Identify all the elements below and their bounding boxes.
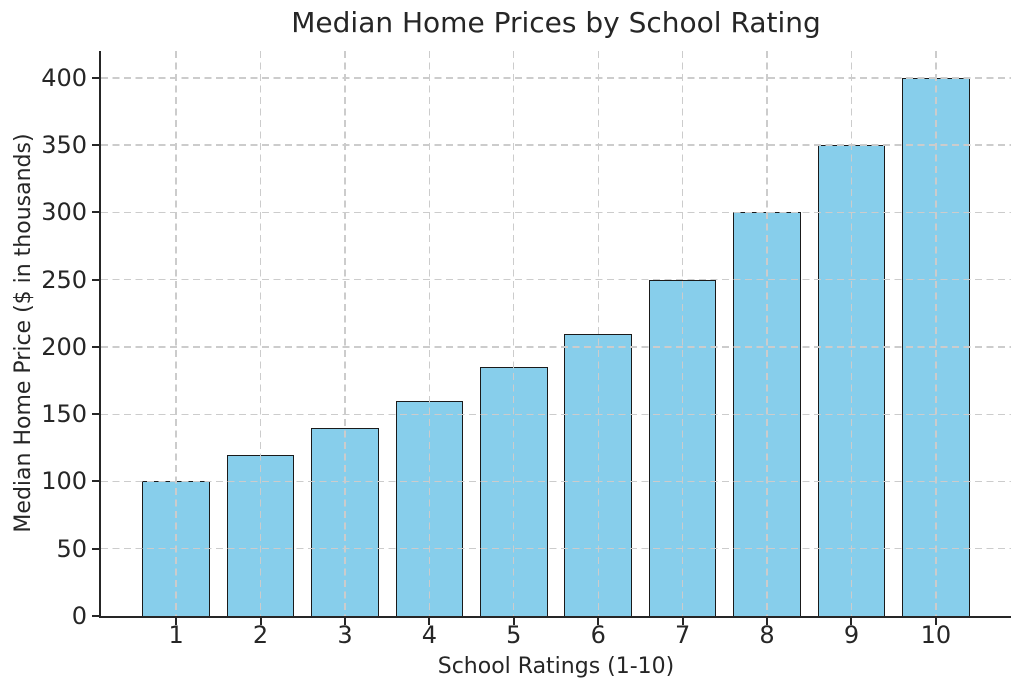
x-tick-label: 4: [421, 621, 438, 649]
y-tick-mark: [92, 413, 101, 416]
y-tick-label: 50: [56, 534, 87, 563]
y-tick-mark: [92, 76, 101, 79]
y-tick-label: 200: [41, 332, 87, 361]
horizontal-gridline: [101, 211, 1011, 214]
x-tick-mark: [597, 616, 600, 625]
y-tick-label: 250: [41, 265, 87, 294]
y-tick-mark: [92, 144, 101, 147]
y-tick-mark: [92, 547, 101, 550]
x-tick-mark: [175, 616, 178, 625]
horizontal-gridline: [101, 278, 1011, 281]
y-tick-mark: [92, 278, 101, 281]
x-tick-label: 10: [920, 621, 952, 649]
x-tick-label: 5: [506, 621, 522, 649]
x-tick-label: 7: [674, 621, 691, 649]
vertical-gridline: [175, 51, 177, 616]
x-tick-label: 8: [759, 621, 775, 649]
x-tick-label: 2: [252, 621, 269, 649]
y-tick-label: 100: [41, 467, 87, 496]
vertical-gridline: [935, 51, 937, 616]
x-tick-mark: [259, 616, 262, 625]
y-tick-label: 300: [41, 198, 87, 227]
vertical-gridline: [513, 51, 515, 616]
x-tick-mark: [850, 616, 853, 625]
x-axis-spine: [99, 616, 1011, 618]
vertical-gridline: [344, 51, 346, 616]
horizontal-gridline: [101, 77, 1011, 79]
x-tick-label: 6: [590, 621, 606, 649]
horizontal-gridline: [101, 548, 1011, 550]
x-tick-mark: [681, 616, 684, 625]
chart-title: Median Home Prices by School Rating: [291, 6, 821, 39]
vertical-gridline: [597, 51, 599, 616]
x-tick-mark: [766, 616, 769, 625]
y-tick-mark: [92, 480, 101, 483]
x-tick-label: 3: [337, 621, 353, 649]
vertical-gridline: [850, 51, 853, 616]
vertical-gridline: [428, 51, 431, 616]
horizontal-gridline: [101, 144, 1011, 146]
y-tick-mark: [92, 211, 101, 214]
y-tick-label: 400: [41, 63, 87, 92]
x-tick-mark: [512, 616, 515, 625]
horizontal-gridline: [101, 346, 1011, 348]
y-tick-mark: [92, 615, 101, 617]
x-axis-label: School Ratings (1-10): [437, 654, 675, 679]
horizontal-gridline: [101, 413, 1011, 415]
horizontal-gridline: [101, 480, 1011, 483]
y-tick-mark: [92, 345, 101, 348]
plot-area: [99, 51, 1011, 618]
y-axis-spine: [99, 51, 101, 618]
x-tick-label: 9: [843, 621, 860, 649]
x-tick-label: 1: [168, 621, 184, 649]
x-tick-mark: [428, 616, 431, 625]
grid-layer: [101, 51, 1011, 616]
y-tick-label: 0: [71, 602, 87, 630]
vertical-gridline: [681, 51, 684, 616]
x-tick-mark: [343, 616, 346, 625]
vertical-gridline: [259, 51, 262, 616]
y-tick-label: 350: [41, 131, 87, 160]
x-tick-mark: [934, 616, 937, 625]
y-tick-label: 150: [41, 400, 87, 429]
vertical-gridline: [766, 51, 768, 616]
